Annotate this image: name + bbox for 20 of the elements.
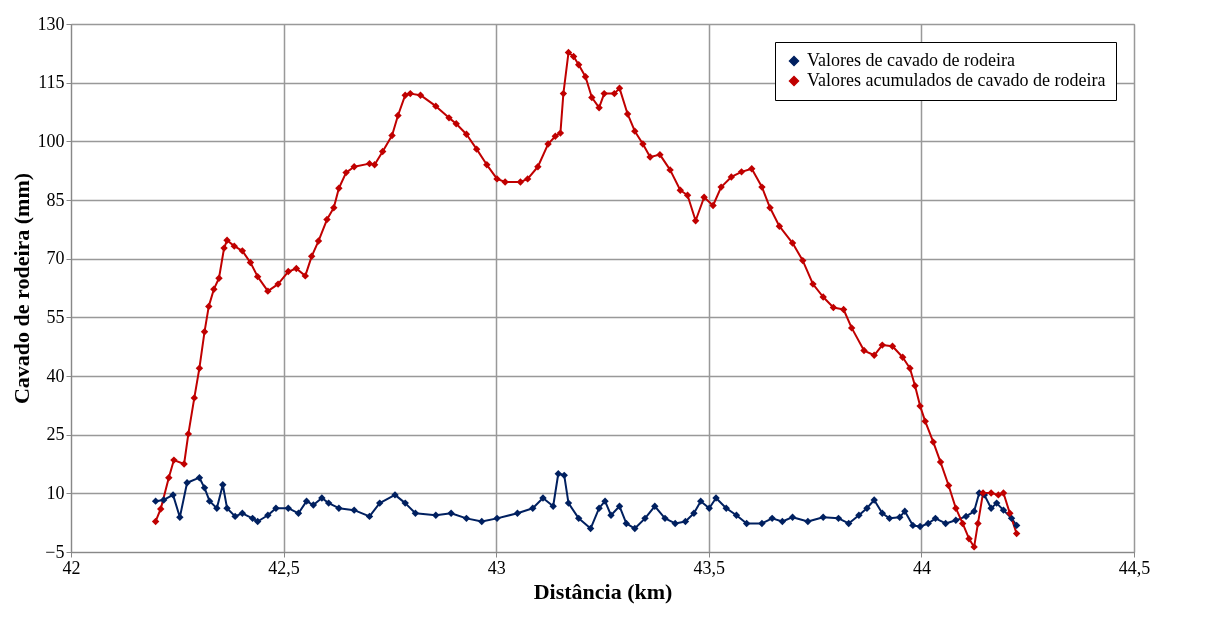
legend-label: Valores de cavado de rodeira: [807, 50, 1015, 70]
y-tick-label: 55: [46, 306, 65, 327]
y-axis-title: Cavado de rodeira (mm): [8, 172, 34, 405]
y-tick-label: 85: [46, 189, 65, 210]
y-tick-label: 25: [46, 424, 65, 445]
x-tick-label: 44: [912, 557, 931, 578]
y-tick-label: 70: [46, 248, 65, 269]
x-axis-title: Distância (km): [533, 578, 673, 604]
y-tick-label: 115: [38, 72, 65, 93]
x-tick-label: 42,5: [268, 557, 300, 578]
y-tick-label: 100: [37, 130, 65, 151]
x-tick-label: 42: [62, 557, 81, 578]
x-tick-label: 43: [487, 557, 506, 578]
x-tick-label: 43,5: [693, 557, 726, 578]
y-tick-label: 130: [37, 13, 65, 34]
y-tick-label: 40: [46, 365, 65, 386]
legend-label: Valores acumulados de cavado de rodeira: [807, 70, 1106, 90]
y-tick-label: 10: [46, 482, 65, 503]
x-tick-label: 44,5: [1118, 557, 1151, 578]
y-tick-label: −5: [45, 541, 65, 562]
